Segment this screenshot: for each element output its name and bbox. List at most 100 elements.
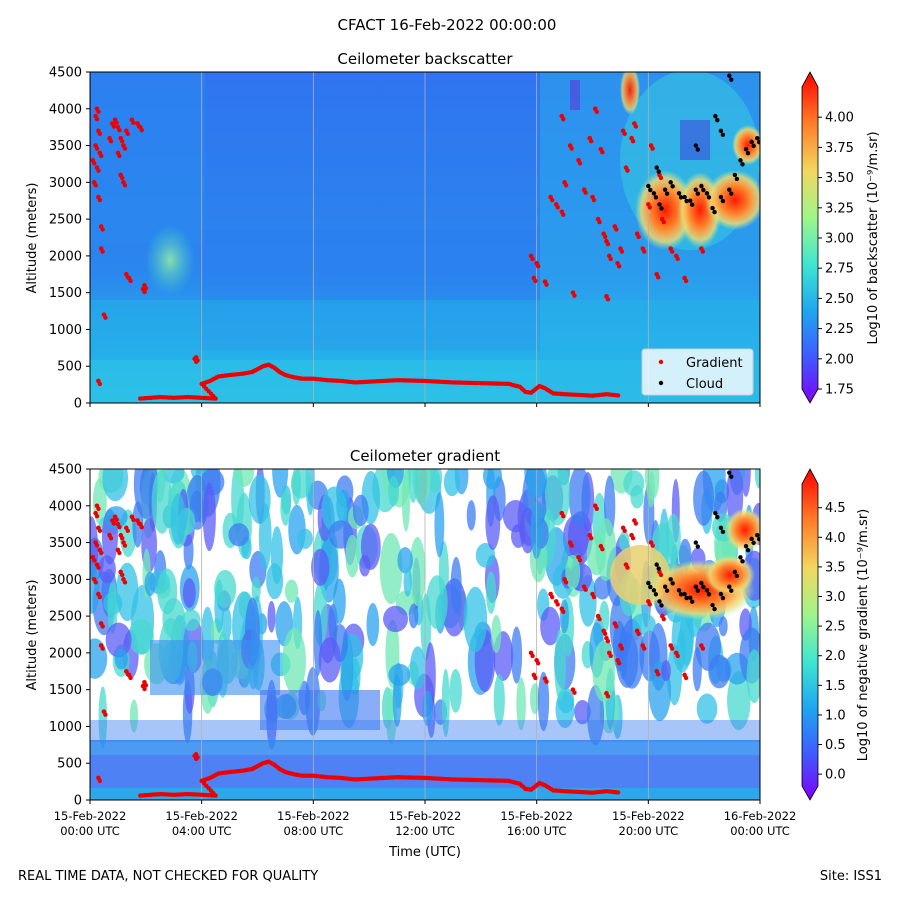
y-tick-label: 4000	[49, 102, 82, 117]
gradient-point	[97, 528, 103, 534]
gradient-cell	[631, 613, 656, 635]
cloud-point	[729, 191, 734, 196]
gradient-point	[569, 146, 574, 151]
gradient-point	[117, 550, 122, 556]
gradient-point	[608, 256, 613, 262]
gradient-cell	[434, 492, 445, 558]
gradient-point	[561, 212, 566, 217]
gradient-point	[100, 227, 105, 232]
gradient-cell	[409, 536, 426, 607]
gradient-point	[535, 264, 541, 269]
cloud-point	[706, 195, 712, 200]
gradient-point	[122, 146, 128, 151]
cloud-point	[706, 592, 712, 597]
gradient-point	[93, 183, 98, 188]
gradient-point	[615, 393, 621, 398]
gradient-cell	[443, 469, 461, 497]
gradient-point	[555, 205, 560, 210]
x-tick-time: 20:00 UTC	[619, 824, 679, 838]
colorbar-tick-label: 2.50	[825, 292, 854, 307]
y-tick-label: 2500	[49, 213, 82, 228]
gradient-point	[97, 778, 103, 784]
gradient-cell	[98, 555, 116, 584]
gradient-cell	[493, 673, 505, 726]
gradient-point	[100, 624, 105, 629]
cloud-point	[695, 588, 700, 593]
colorbar-tick-label: 1.5	[825, 679, 846, 694]
gradient-cell	[116, 562, 139, 622]
gradient-cell	[90, 638, 108, 679]
gradient-cell	[182, 578, 196, 608]
gradient-point	[142, 686, 147, 692]
gradient-point	[605, 297, 611, 302]
gradient-point	[555, 602, 560, 607]
gradient-cell	[407, 469, 419, 503]
cloud-point	[646, 580, 651, 586]
colorbar-tick-label: 0.0	[825, 768, 846, 783]
y-tick-label: 1500	[49, 286, 82, 301]
cloud-point	[720, 595, 726, 601]
x-tick-date: 15-Feb-2022	[165, 809, 238, 823]
gradient-point	[563, 183, 569, 188]
colorbar-tick-label: 2.75	[825, 262, 854, 277]
gradient-point	[103, 712, 108, 717]
gradient-point	[650, 146, 655, 151]
gradient-point	[633, 521, 639, 526]
cloud-point	[738, 555, 743, 560]
cloud-point	[710, 602, 715, 608]
gradient-point	[92, 558, 97, 563]
gradient-point	[561, 116, 566, 122]
backscatter-ylabel: Altitude (meters)	[25, 183, 40, 294]
gradient-point	[605, 694, 611, 699]
cloud-point	[684, 198, 689, 204]
gradient-point	[100, 249, 105, 254]
cloud-point	[664, 191, 670, 196]
gradient-point	[94, 513, 100, 519]
gradient-point	[577, 161, 583, 166]
gradient-point	[561, 513, 566, 519]
gradient-cell	[114, 648, 128, 670]
gradient-cell	[623, 470, 645, 497]
gradient-point	[139, 524, 144, 530]
gradient-point	[131, 517, 136, 523]
cloud-point	[720, 198, 726, 204]
gradient-point	[128, 278, 133, 284]
gradient-point	[589, 139, 594, 144]
gradient-cell	[228, 523, 250, 547]
gradient-cell	[107, 581, 118, 634]
cloud-point	[656, 566, 661, 571]
x-tick-time: 04:00 UTC	[172, 824, 232, 838]
gradient-cell	[486, 571, 497, 615]
x-tick-time: 12:00 UTC	[395, 824, 455, 838]
gradient-cell	[170, 493, 186, 545]
cloud-point	[718, 128, 724, 134]
gradient-point	[658, 175, 664, 181]
gradient-point	[614, 624, 619, 629]
cloud-point	[695, 147, 700, 152]
gradient-cell	[102, 469, 129, 502]
gradient-point	[577, 558, 583, 563]
gradient-cell	[352, 494, 369, 527]
cloud-point	[712, 606, 717, 612]
x-tick-time: 00:00 UTC	[60, 824, 120, 838]
gradient-cell	[554, 629, 566, 701]
cloud-point	[704, 191, 710, 196]
gradient-point	[108, 536, 114, 541]
gradient-point	[143, 683, 149, 688]
gradient-point	[600, 150, 605, 155]
cloud-point	[693, 584, 698, 589]
gradient-cell	[129, 699, 139, 733]
gradient-point	[97, 197, 103, 203]
cloud-point	[701, 187, 706, 193]
gradient-point	[142, 289, 147, 295]
cloud-point	[699, 183, 704, 189]
cloud-point	[653, 195, 659, 200]
x-tick-time: 00:00 UTC	[730, 824, 790, 838]
gradient-axes: 0 500 1000 1500 2000 2500 3000 3500 4000 4500 15-…	[49, 463, 796, 839]
gradient-point	[675, 256, 680, 262]
gradient-cell	[511, 626, 523, 684]
x-tick-date: 15-Feb-2022	[389, 809, 462, 823]
gradient-point	[533, 675, 538, 681]
gradient-cell	[544, 469, 571, 526]
cloud-point	[727, 73, 732, 78]
